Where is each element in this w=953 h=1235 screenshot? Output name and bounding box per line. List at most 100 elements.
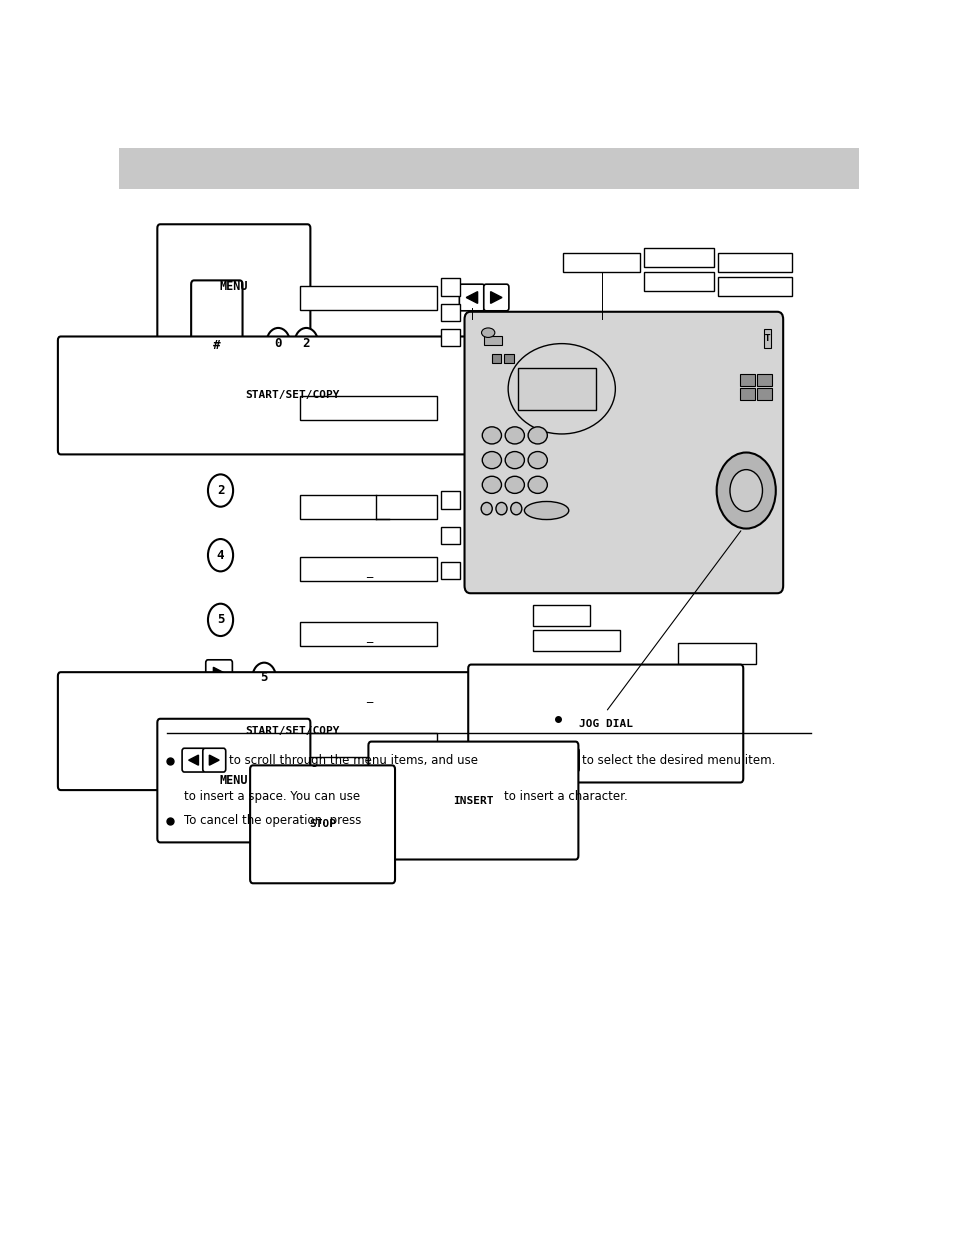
FancyBboxPatch shape	[468, 664, 742, 783]
Polygon shape	[562, 755, 572, 766]
Bar	[757, 373, 771, 385]
Bar	[740, 373, 755, 385]
Text: 0: 0	[274, 337, 282, 350]
Polygon shape	[466, 291, 477, 304]
Bar	[300, 396, 436, 420]
Circle shape	[252, 663, 275, 693]
Bar	[440, 329, 459, 346]
Bar	[518, 368, 596, 410]
FancyBboxPatch shape	[203, 748, 226, 772]
FancyBboxPatch shape	[58, 672, 528, 790]
Ellipse shape	[524, 501, 568, 520]
Bar	[483, 336, 501, 345]
Ellipse shape	[505, 452, 524, 468]
FancyBboxPatch shape	[206, 659, 233, 687]
FancyBboxPatch shape	[464, 311, 782, 593]
Bar	[440, 304, 459, 321]
Polygon shape	[541, 755, 551, 766]
Bar	[300, 734, 436, 757]
Bar	[740, 388, 755, 400]
FancyBboxPatch shape	[535, 748, 558, 772]
Bar	[300, 557, 436, 580]
Ellipse shape	[482, 427, 501, 443]
Bar	[718, 253, 791, 272]
FancyBboxPatch shape	[250, 766, 395, 883]
Bar	[300, 347, 436, 370]
Bar	[643, 248, 714, 267]
Bar	[300, 683, 436, 706]
Bar	[440, 278, 459, 295]
Text: STOP: STOP	[309, 819, 335, 830]
Text: To cancel the operation, press: To cancel the operation, press	[184, 814, 361, 827]
Bar	[562, 253, 639, 272]
Circle shape	[294, 329, 317, 358]
Ellipse shape	[482, 452, 501, 468]
Ellipse shape	[505, 427, 524, 443]
Ellipse shape	[528, 427, 547, 443]
Bar	[119, 148, 858, 189]
Bar	[440, 562, 459, 579]
Circle shape	[208, 538, 233, 572]
Bar	[643, 272, 714, 291]
Bar	[763, 329, 771, 348]
Text: JOG DIAL: JOG DIAL	[578, 719, 632, 729]
Ellipse shape	[528, 477, 547, 494]
Text: 2: 2	[302, 337, 310, 350]
Ellipse shape	[505, 477, 524, 494]
Polygon shape	[209, 755, 219, 766]
Ellipse shape	[480, 503, 492, 515]
Text: to insert a character.: to insert a character.	[503, 790, 627, 803]
Ellipse shape	[481, 329, 495, 337]
Text: MENU: MENU	[219, 279, 248, 293]
Bar	[440, 492, 459, 509]
Ellipse shape	[510, 503, 521, 515]
Circle shape	[266, 329, 290, 358]
Text: INSERT: INSERT	[453, 795, 493, 805]
Text: _: _	[365, 690, 372, 704]
Bar	[504, 353, 514, 363]
Bar	[300, 621, 436, 646]
FancyBboxPatch shape	[459, 284, 484, 311]
FancyBboxPatch shape	[157, 719, 310, 842]
Ellipse shape	[528, 452, 547, 468]
Bar	[300, 287, 436, 310]
Text: _: _	[365, 630, 372, 642]
FancyBboxPatch shape	[157, 225, 310, 348]
FancyBboxPatch shape	[368, 741, 578, 860]
Text: to scroll through the menu items, and use: to scroll through the menu items, and us…	[229, 755, 477, 767]
Text: #: #	[213, 338, 220, 352]
Text: T: T	[764, 333, 769, 343]
FancyBboxPatch shape	[191, 280, 242, 410]
Bar	[300, 495, 436, 519]
Bar	[492, 353, 501, 363]
Text: 2: 2	[216, 484, 224, 496]
Text: 5: 5	[260, 672, 268, 684]
Text: to select the desired menu item.: to select the desired menu item.	[581, 755, 775, 767]
Text: 5: 5	[216, 614, 224, 626]
Text: MENU: MENU	[219, 774, 248, 787]
Circle shape	[716, 452, 775, 529]
Ellipse shape	[496, 503, 506, 515]
Bar	[532, 605, 590, 626]
Text: 4: 4	[216, 548, 224, 562]
Circle shape	[208, 474, 233, 506]
Circle shape	[729, 469, 761, 511]
Text: START/SET/COPY: START/SET/COPY	[246, 390, 340, 400]
Bar	[440, 526, 459, 543]
Bar	[678, 642, 755, 663]
FancyBboxPatch shape	[58, 336, 528, 454]
Polygon shape	[213, 667, 225, 679]
Text: to insert a space. You can use: to insert a space. You can use	[184, 790, 360, 803]
Polygon shape	[189, 755, 198, 766]
Text: _: _	[365, 564, 372, 578]
Text: START/SET/COPY: START/SET/COPY	[246, 726, 340, 736]
Ellipse shape	[482, 477, 501, 494]
Polygon shape	[490, 291, 501, 304]
Bar	[718, 277, 791, 295]
Circle shape	[208, 604, 233, 636]
FancyBboxPatch shape	[182, 748, 205, 772]
Bar	[532, 630, 619, 651]
FancyBboxPatch shape	[483, 284, 508, 311]
Bar	[757, 388, 771, 400]
FancyBboxPatch shape	[556, 748, 578, 772]
